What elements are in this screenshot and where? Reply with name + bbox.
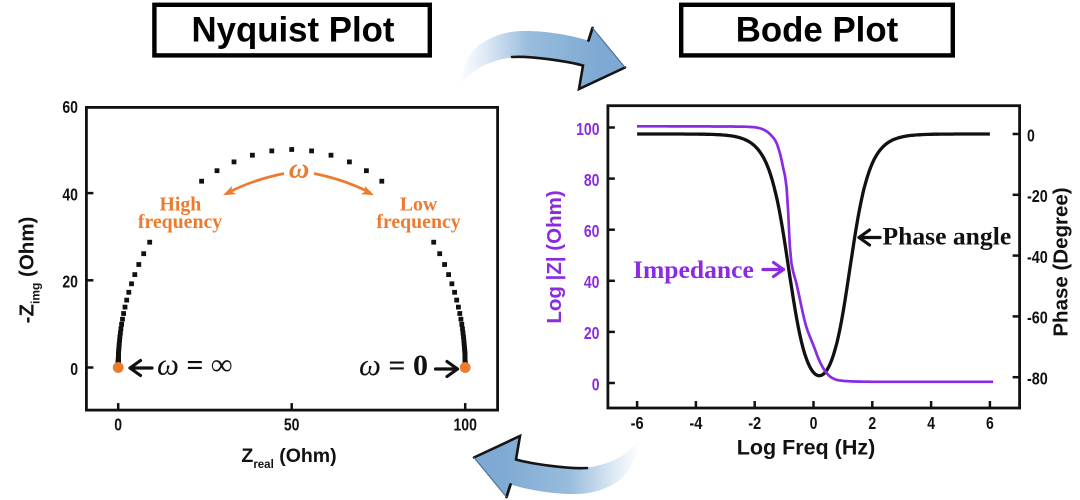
svg-text:Log |Z| (Ohm): Log |Z| (Ohm)	[543, 190, 566, 323]
svg-text:Impedance: Impedance	[633, 255, 754, 284]
svg-text:0: 0	[810, 413, 818, 433]
svg-text:ω: ω	[289, 154, 310, 185]
svg-text:40: 40	[584, 272, 600, 292]
svg-text:20: 20	[62, 272, 78, 292]
svg-text:-6: -6	[631, 413, 644, 433]
svg-text:Nyquist Plot: Nyquist Plot	[192, 11, 395, 50]
svg-text:-60: -60	[1027, 308, 1048, 328]
svg-text:Low: Low	[400, 194, 438, 216]
svg-text:0: 0	[70, 359, 78, 379]
svg-text:100: 100	[454, 415, 477, 435]
svg-text:80: 80	[584, 170, 600, 190]
svg-text:frequency: frequency	[138, 211, 222, 233]
svg-text:0: 0	[114, 415, 122, 435]
svg-text:Bode Plot: Bode Plot	[736, 11, 899, 50]
svg-text:High: High	[160, 194, 202, 216]
svg-text:Phase angle: Phase angle	[883, 221, 1012, 250]
svg-text:2: 2	[868, 413, 876, 433]
svg-text:20: 20	[584, 323, 600, 343]
svg-text:100: 100	[576, 119, 599, 139]
svg-text:40: 40	[62, 184, 78, 204]
svg-text:ω = 0: ω = 0	[359, 347, 428, 382]
svg-text:-20: -20	[1027, 186, 1048, 206]
svg-text:frequency: frequency	[376, 211, 460, 233]
svg-text:60: 60	[62, 97, 78, 117]
svg-text:Phase (Degree): Phase (Degree)	[1050, 187, 1073, 336]
svg-text:0: 0	[1027, 125, 1035, 145]
svg-text:60: 60	[584, 221, 600, 241]
svg-text:0: 0	[592, 374, 600, 394]
svg-text:-2: -2	[748, 413, 761, 433]
svg-text:ω = ∞: ω = ∞	[157, 347, 232, 382]
svg-text:6: 6	[986, 413, 994, 433]
svg-text:50: 50	[284, 415, 300, 435]
svg-text:-4: -4	[689, 413, 702, 433]
svg-text:Log Freq (Hz): Log Freq (Hz)	[737, 436, 876, 460]
svg-text:-40: -40	[1027, 247, 1048, 267]
svg-text:4: 4	[927, 413, 935, 433]
svg-text:-80: -80	[1027, 369, 1048, 389]
svg-text:-Zimg (Ohm): -Zimg (Ohm)	[16, 217, 43, 324]
